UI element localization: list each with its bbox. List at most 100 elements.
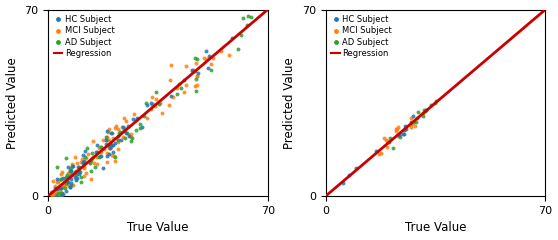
- Point: [86, 178, 95, 181]
- Point: [87, 169, 96, 173]
- Point: [190, 57, 199, 60]
- Point: [59, 184, 68, 188]
- Point: [121, 137, 129, 140]
- Point: [166, 78, 175, 82]
- Point: [82, 156, 91, 160]
- Point: [165, 103, 174, 107]
- Point: [96, 145, 105, 149]
- Point: [80, 174, 89, 178]
- Point: [413, 110, 422, 114]
- Legend: HC Subject, MCI Subject, AD Subject, Regression: HC Subject, MCI Subject, AD Subject, Reg…: [329, 13, 395, 60]
- Point: [118, 125, 127, 129]
- Point: [122, 132, 131, 135]
- Point: [109, 143, 118, 147]
- Point: [57, 191, 66, 195]
- Point: [88, 156, 97, 160]
- Point: [132, 117, 141, 120]
- Point: [202, 49, 211, 53]
- Point: [420, 108, 429, 112]
- Point: [150, 104, 159, 108]
- Point: [61, 176, 70, 180]
- Point: [244, 14, 253, 18]
- Point: [107, 145, 116, 149]
- Point: [56, 191, 65, 195]
- Point: [380, 136, 389, 140]
- Point: [104, 138, 113, 142]
- Point: [187, 68, 196, 72]
- Point: [146, 101, 155, 105]
- Point: [94, 155, 103, 159]
- Point: [105, 142, 114, 145]
- Point: [88, 156, 97, 159]
- Point: [53, 165, 62, 169]
- Point: [66, 169, 75, 173]
- Point: [55, 186, 64, 190]
- Point: [169, 95, 178, 99]
- Point: [69, 165, 78, 168]
- Point: [86, 161, 95, 165]
- Point: [113, 140, 122, 144]
- Point: [103, 130, 112, 134]
- Point: [89, 161, 98, 165]
- Point: [59, 176, 68, 180]
- Point: [193, 74, 201, 78]
- Point: [421, 109, 430, 113]
- Point: [56, 194, 65, 198]
- Point: [194, 72, 203, 75]
- Point: [64, 180, 73, 184]
- Point: [102, 135, 111, 139]
- Point: [54, 180, 62, 184]
- Point: [233, 48, 242, 51]
- Point: [105, 142, 114, 146]
- Point: [51, 187, 60, 191]
- Point: [92, 150, 100, 154]
- Point: [396, 135, 405, 139]
- Point: [108, 136, 117, 140]
- Point: [56, 177, 65, 180]
- Point: [102, 129, 111, 133]
- Point: [70, 156, 79, 159]
- Point: [418, 111, 427, 114]
- Point: [117, 138, 126, 142]
- Point: [107, 131, 116, 135]
- Point: [192, 74, 201, 78]
- Point: [47, 192, 56, 195]
- Point: [71, 169, 80, 173]
- Point: [207, 68, 216, 72]
- Point: [190, 69, 199, 73]
- Point: [81, 156, 90, 159]
- Point: [62, 180, 71, 184]
- Point: [177, 86, 186, 90]
- Point: [126, 139, 135, 143]
- Point: [110, 155, 119, 159]
- Point: [64, 171, 73, 174]
- Point: [103, 151, 112, 155]
- Point: [391, 127, 400, 131]
- Point: [372, 149, 381, 153]
- Point: [57, 170, 66, 174]
- Point: [62, 189, 71, 193]
- Point: [64, 165, 73, 168]
- Point: [57, 186, 66, 190]
- Point: [191, 78, 200, 81]
- Point: [56, 177, 65, 181]
- Point: [65, 185, 74, 188]
- Point: [78, 157, 86, 161]
- Point: [72, 173, 81, 177]
- Point: [432, 99, 441, 103]
- X-axis label: True Value: True Value: [405, 222, 466, 234]
- Point: [375, 152, 384, 156]
- Point: [382, 138, 391, 142]
- Point: [97, 145, 105, 149]
- Point: [68, 173, 76, 176]
- X-axis label: True Value: True Value: [127, 222, 189, 234]
- Point: [400, 132, 408, 136]
- Point: [105, 146, 114, 150]
- Point: [108, 131, 117, 135]
- Point: [384, 140, 393, 144]
- Point: [52, 177, 61, 181]
- Point: [192, 58, 201, 61]
- Point: [411, 124, 420, 128]
- Point: [407, 123, 416, 126]
- Point: [61, 186, 70, 190]
